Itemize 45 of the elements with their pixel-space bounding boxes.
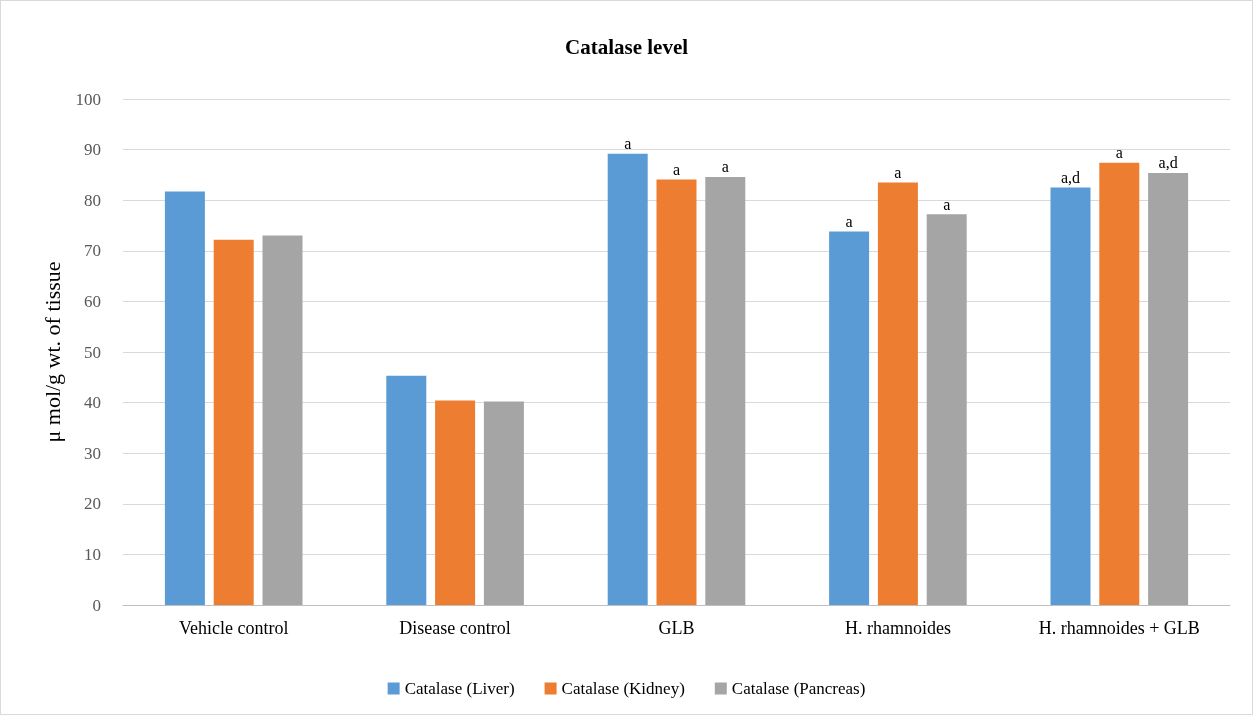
legend-label: Catalase (Liver) (404, 679, 515, 698)
bar (483, 401, 524, 605)
bar (213, 239, 254, 605)
bar (829, 231, 870, 605)
bar (705, 176, 746, 605)
x-tick-label: H. rhamnoides (844, 618, 951, 638)
y-tick-label: 30 (84, 443, 101, 463)
data-label: a (721, 158, 729, 176)
bar (656, 179, 697, 605)
y-tick-label: 100 (75, 89, 101, 109)
data-label: a,d (1060, 169, 1081, 187)
bar (607, 153, 648, 605)
y-tick-label: 70 (84, 241, 101, 261)
x-tick-label: GLB (658, 618, 695, 638)
data-label: a (624, 135, 632, 153)
bar (386, 375, 427, 605)
legend-label: Catalase (Pancreas) (731, 679, 866, 698)
data-label: a (894, 163, 902, 181)
bar (164, 191, 205, 605)
data-label: a (943, 195, 951, 213)
bar (435, 400, 476, 605)
y-tick-label: 20 (84, 494, 101, 514)
bar (1050, 187, 1091, 605)
data-label: a (845, 213, 853, 231)
bar (877, 182, 918, 605)
y-tick-label: 90 (84, 140, 101, 160)
legend-label: Catalase (Kidney) (561, 679, 685, 698)
data-label: a (672, 160, 681, 178)
x-tick-label: Vehicle control (178, 618, 289, 638)
y-tick-label: 0 (92, 595, 101, 615)
bar (926, 214, 967, 605)
y-tick-label: 10 (84, 544, 101, 564)
data-label: a (1115, 144, 1123, 162)
x-tick-label: Disease control (399, 618, 511, 638)
x-tick-label: H. rhamnoides + GLB (1038, 618, 1200, 638)
bar (1148, 172, 1189, 605)
bar (1099, 162, 1140, 605)
y-tick-label: 50 (84, 342, 101, 362)
data-label: a,d (1158, 154, 1178, 172)
y-axis-title: μ mol/g wt. of tissue (39, 261, 65, 443)
y-tick-label: 80 (84, 190, 101, 210)
bar (262, 235, 303, 605)
y-tick-label: 60 (84, 291, 101, 311)
chart-title: Catalase level (564, 34, 689, 59)
y-tick-label: 40 (84, 393, 101, 413)
